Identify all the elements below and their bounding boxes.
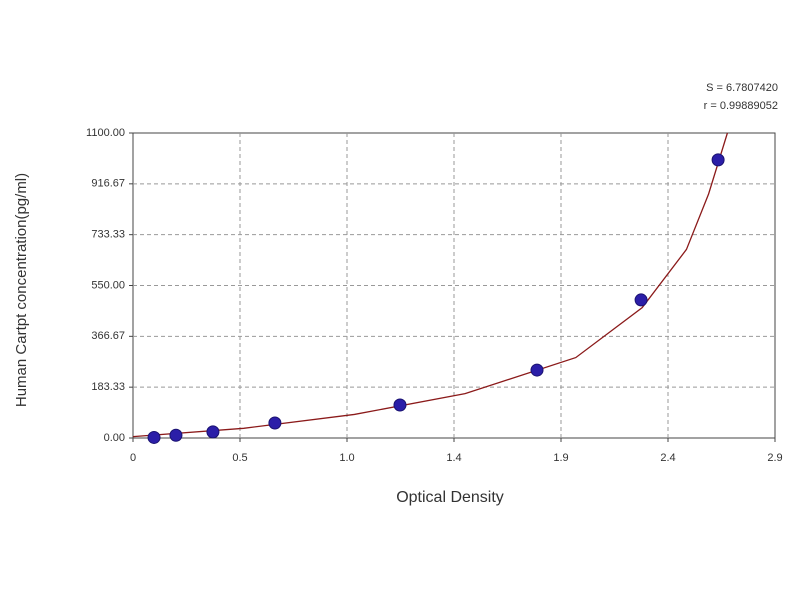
data-point <box>634 293 648 307</box>
x-tick-label: 2.4 <box>660 452 675 464</box>
data-point <box>268 416 282 430</box>
y-tick-label: 0.00 <box>104 432 125 444</box>
data-point <box>147 430 161 444</box>
x-axis-label: Optical Density <box>396 489 504 506</box>
y-tick-label: 916.67 <box>91 178 125 190</box>
x-tick-label: 1.0 <box>339 452 354 464</box>
y-tick-label: 183.33 <box>91 381 125 393</box>
y-tick-label: 1100.00 <box>86 127 125 139</box>
y-tick-label: 733.33 <box>91 229 125 241</box>
x-tick-label: 1.4 <box>446 452 461 464</box>
annotation: S = 6.7807420 <box>706 82 778 94</box>
x-tick-label: 0 <box>130 452 136 464</box>
data-point <box>530 363 544 377</box>
x-tick-label: 2.9 <box>767 452 782 464</box>
data-point <box>206 425 220 439</box>
data-point <box>711 153 725 167</box>
x-tick-label: 0.5 <box>232 452 247 464</box>
annotation: r = 0.99889052 <box>704 100 778 112</box>
y-tick-label: 366.67 <box>91 330 125 342</box>
y-tick-label: 550.00 <box>91 279 125 291</box>
x-tick-label: 1.9 <box>553 452 568 464</box>
data-point <box>169 428 183 442</box>
data-point <box>393 398 407 412</box>
y-axis-label: Human Cartpt concentration(pg/ml) <box>13 173 30 407</box>
